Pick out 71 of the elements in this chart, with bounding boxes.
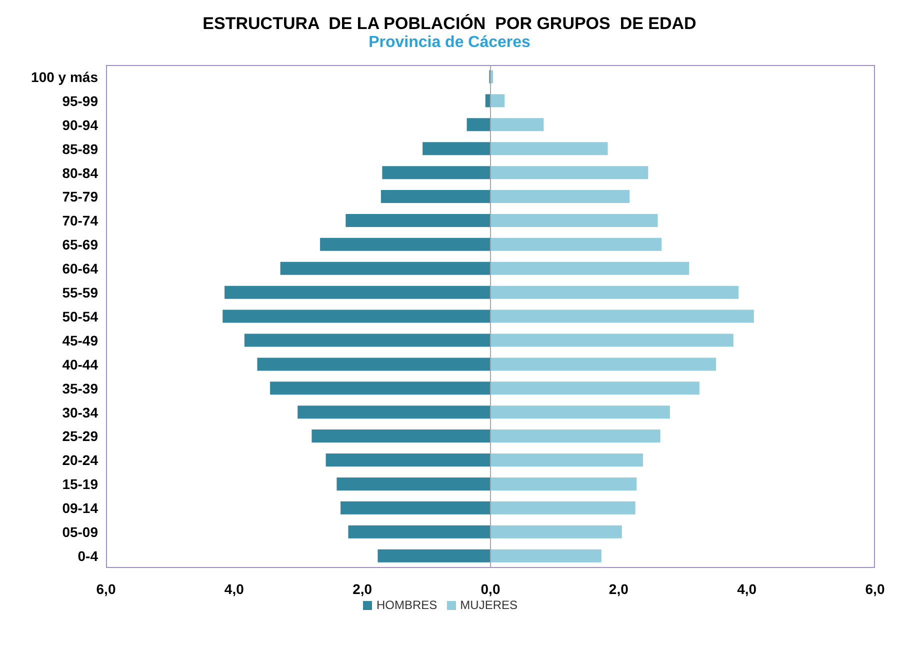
x-tick-label: 2,0 [608,580,629,597]
bar [490,190,630,204]
y-tick-label: 55-59 [62,284,98,301]
y-tick-label: 0-4 [78,548,98,564]
y-tick-label: 100 y más [31,68,98,85]
bar [312,430,490,443]
y-tick-label: 05-09 [62,524,98,540]
bar [222,310,490,323]
bar [422,142,490,156]
bar [490,358,716,371]
y-tick-label: 30-34 [62,404,98,420]
bar [490,525,622,538]
bar [466,118,490,132]
bar [490,477,637,490]
y-tick-label: 25-29 [62,428,98,444]
bar [490,549,602,562]
bar [490,142,608,156]
x-tick-label: 6,0 [96,580,116,597]
chart-title: ESTRUCTURA DE LA POBLACIÓN POR GRUPOS DE EDAD [202,13,698,34]
bar [378,549,490,562]
x-tick-label: 6,0 [865,580,885,597]
x-tick-label: 0,0 [480,580,500,597]
bar [490,238,662,251]
bar [490,310,754,323]
y-tick-label: 95-99 [62,92,98,109]
y-tick-label: 45-49 [62,332,98,348]
y-tick-label: 70-74 [62,212,98,229]
x-tick-label: 4,0 [224,580,244,597]
y-tick-label: 85-89 [62,140,98,157]
y-tick-label: 20-24 [62,452,98,468]
bar [320,238,490,251]
bar [490,501,636,514]
bar [490,118,544,132]
bar [490,430,660,443]
bar [280,262,490,275]
bar [490,214,658,227]
bar [382,166,490,180]
bar [490,262,690,275]
bar [348,525,490,538]
bar [490,166,648,180]
x-tick-label: 4,0 [737,580,757,597]
bar [490,94,505,108]
bar [490,382,700,395]
bar [490,406,670,419]
bar [346,214,490,227]
bar [257,358,490,371]
x-tick-label: 2,0 [352,580,372,597]
y-tick-label: 80-84 [62,164,98,181]
y-tick-label: 90-94 [62,116,98,133]
y-tick-label: 60-64 [62,260,98,277]
bar [244,334,490,347]
bar [490,286,739,299]
bar [490,334,734,347]
bar [224,286,490,299]
y-tick-label: 75-79 [62,188,98,205]
bar [298,406,490,419]
bar [326,454,490,467]
y-tick-label: 15-19 [62,476,98,492]
chart-subtitle: Provincia de Cáceres [368,34,532,52]
y-tick-label: 40-44 [62,356,98,372]
y-tick-label: 65-69 [62,236,98,253]
bar [336,477,490,490]
bar [270,382,490,395]
y-tick-label: 09-14 [62,500,98,516]
legend-label: MUJERES [460,598,518,612]
bar [380,190,490,204]
y-tick-label: 35-39 [62,380,98,396]
bar [340,501,490,514]
legend-label: HOMBRES [376,598,438,612]
y-tick-label: 50-54 [62,308,98,324]
bar [490,454,644,467]
